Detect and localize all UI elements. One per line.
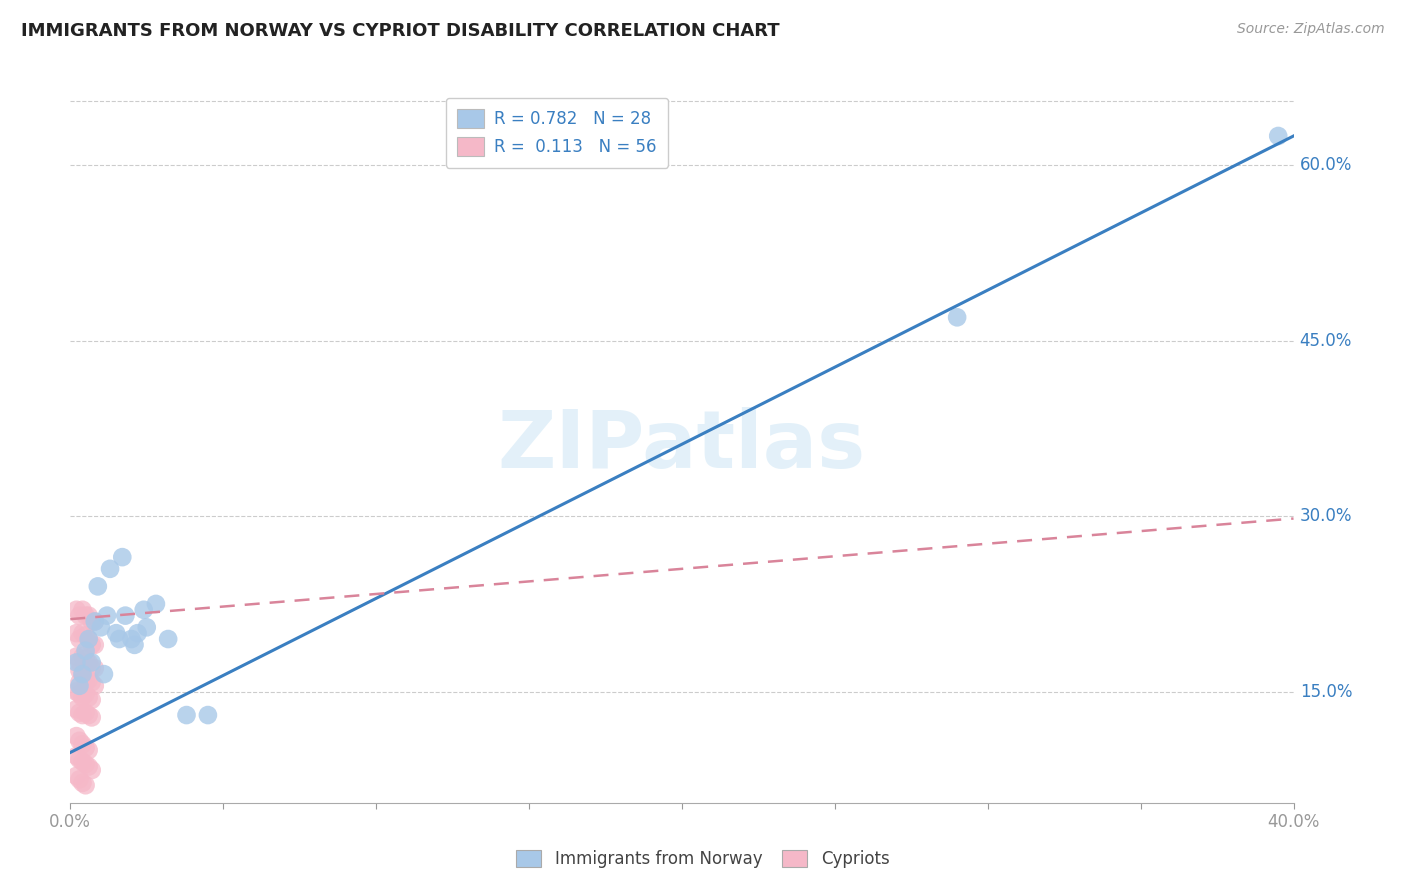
Text: 30.0%: 30.0% (1299, 508, 1353, 525)
Point (72, 667, 94, 681)
Point (75, 644, 97, 658)
Point (83, 679, 105, 693)
Point (90, 620, 112, 634)
Point (65, 603, 87, 617)
Point (80, 638, 103, 652)
Point (77, 608, 100, 623)
Point (96, 608, 118, 623)
Point (72, 667, 94, 681)
Point (75, 628, 97, 642)
Point (132, 603, 155, 617)
Point (75, 608, 97, 623)
Point (176, 708, 198, 723)
Point (83, 661, 105, 675)
Point (69, 679, 91, 693)
Text: 15.0%: 15.0% (1299, 682, 1353, 700)
Point (75, 675, 97, 690)
Point (65, 649, 87, 664)
Point (69, 733, 91, 747)
Point (72, 755, 94, 769)
Point (69, 772, 91, 787)
Point (65, 729, 87, 743)
Point (72, 708, 94, 723)
Point (77, 743, 100, 757)
Point (72, 626, 94, 640)
Point (145, 597, 167, 611)
Point (75, 687, 97, 701)
Point (69, 675, 91, 690)
Point (946, 310, 969, 325)
Point (80, 675, 103, 690)
Point (77, 690, 100, 705)
Point (69, 687, 91, 701)
Point (65, 656, 87, 670)
Point (65, 684, 87, 698)
Point (98, 562, 121, 576)
Point (93, 667, 115, 681)
Point (77, 632, 100, 646)
Point (72, 776, 94, 790)
Point (135, 620, 157, 634)
Point (121, 632, 143, 646)
Point (72, 649, 94, 664)
Point (69, 632, 91, 646)
Point (75, 778, 97, 792)
Point (157, 632, 180, 646)
Text: 60.0%: 60.0% (1299, 156, 1353, 174)
Point (69, 752, 91, 766)
Point (114, 608, 136, 623)
Point (72, 690, 94, 705)
Point (77, 673, 100, 687)
Point (72, 603, 94, 617)
Point (69, 664, 91, 678)
Legend: Immigrants from Norway, Cypriots: Immigrants from Norway, Cypriots (510, 843, 896, 875)
Text: ZIPatlas: ZIPatlas (498, 407, 866, 485)
Point (69, 656, 91, 670)
Point (105, 626, 128, 640)
Point (80, 763, 103, 777)
Point (80, 661, 103, 675)
Point (75, 740, 97, 755)
Point (65, 769, 87, 783)
Point (77, 632, 100, 646)
Point (83, 638, 105, 652)
Point (108, 632, 131, 646)
Point (80, 710, 103, 724)
Point (80, 656, 103, 670)
Point (69, 706, 91, 720)
Point (75, 671, 97, 685)
Point (65, 749, 87, 764)
Point (83, 615, 105, 629)
Text: 45.0%: 45.0% (1299, 332, 1353, 350)
Point (80, 615, 103, 629)
Point (65, 626, 87, 640)
Point (80, 693, 103, 707)
Point (77, 708, 100, 723)
Legend: R = 0.782   N = 28, R =  0.113   N = 56: R = 0.782 N = 28, R = 0.113 N = 56 (446, 97, 668, 168)
Point (69, 608, 91, 623)
Point (72, 737, 94, 751)
Point (127, 626, 149, 640)
Point (75, 757, 97, 772)
Point (87, 579, 110, 593)
Text: Source: ZipAtlas.com: Source: ZipAtlas.com (1237, 22, 1385, 37)
Point (1267, 128, 1289, 143)
Point (65, 702, 87, 716)
Point (77, 656, 100, 670)
Text: IMMIGRANTS FROM NORWAY VS CYPRIOT DISABILITY CORRELATION CHART: IMMIGRANTS FROM NORWAY VS CYPRIOT DISABI… (21, 22, 780, 40)
Point (111, 550, 134, 565)
Point (124, 638, 146, 652)
Point (75, 652, 97, 666)
Point (75, 706, 97, 720)
Point (83, 615, 105, 629)
Point (197, 708, 219, 723)
Point (77, 759, 100, 773)
